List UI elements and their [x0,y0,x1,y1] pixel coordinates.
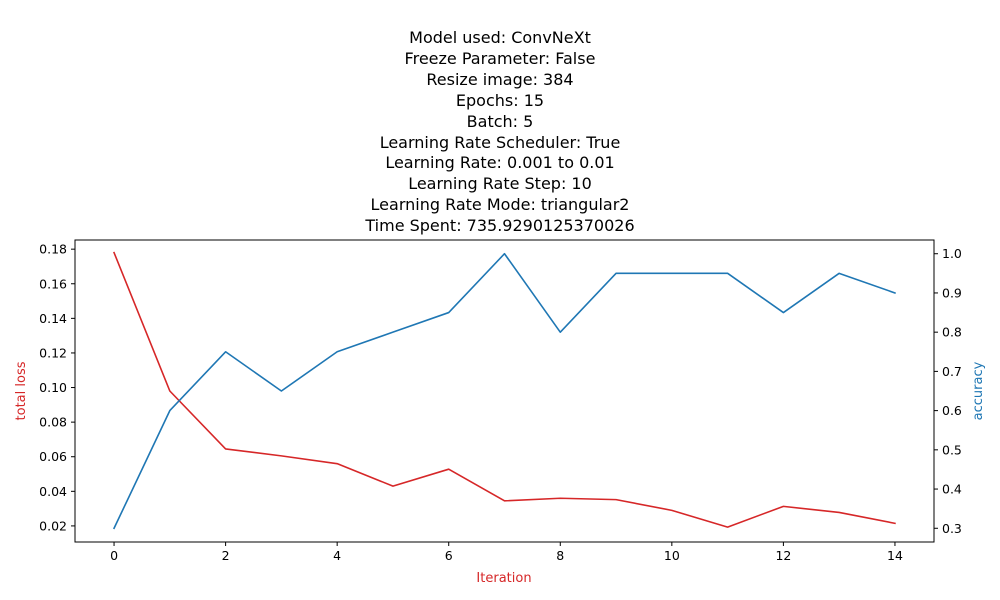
right-y-tick-label: 0.8 [942,325,962,340]
right-y-tick-label: 0.7 [942,364,962,379]
chart-title: Model used: ConvNeXt Freeze Parameter: F… [0,28,1000,237]
title-line-model: Model used: ConvNeXt [409,28,591,47]
x-tick-label: 14 [887,548,903,563]
x-tick-label: 12 [775,548,791,563]
plot-frame [74,239,935,543]
title-line-scheduler: Learning Rate Scheduler: True [379,132,621,152]
right-y-tick-label: 0.4 [942,482,962,497]
left-y-tick-label: 0.16 [39,276,67,291]
title-line-batch: Batch: 5 [466,111,534,131]
title-line-lr: Learning Rate: 0.001 to 0.01 [385,153,615,173]
x-tick-label: 8 [556,548,564,563]
left-y-axis: 0.02 0.04 0.06 0.08 0.10 0.12 0.14 0.16 0.18 [39,242,75,533]
title-line-lr-step: Learning Rate Step: 10 [408,174,592,194]
right-y-tick-label: 0.6 [942,403,962,418]
series-line-total-loss [113,251,896,528]
left-y-tick-label: 0.12 [39,345,67,360]
left-y-tick-label: 0.10 [39,380,67,395]
x-tick-label: 10 [664,548,680,563]
left-y-tick-label: 0.06 [39,449,67,464]
title-line-freeze: Freeze Parameter: False [404,48,596,68]
x-tick-label: 4 [333,548,341,563]
title-line-epochs: Epochs: 15 [455,90,545,110]
x-axis-label: Iteration [476,571,531,586]
left-y-tick-label: 0.08 [39,415,67,430]
x-tick-label: 6 [445,548,453,563]
x-tick-label: 0 [110,548,118,563]
right-y-tick-label: 0.5 [942,442,962,457]
title-line-resize: Resize image: 384 [426,69,574,89]
x-tick-label: 2 [222,548,230,563]
right-y-axis: 0.3 0.4 0.5 0.6 0.7 0.8 0.9 1.0 [934,246,962,536]
title-line-lr-mode: Learning Rate Mode: triangular2 [370,195,630,215]
left-y-axis-label: total loss [14,361,29,420]
left-y-tick-label: 0.04 [39,484,67,499]
right-y-axis-label: accuracy [971,361,986,420]
left-y-tick-label: 0.14 [39,311,67,326]
left-y-tick-label: 0.18 [39,242,67,257]
right-y-tick-label: 0.9 [942,285,962,300]
right-y-tick-label: 1.0 [942,246,962,261]
series-line-accuracy [112,252,896,530]
plot-area [74,239,935,543]
x-axis: 0 2 4 6 8 10 12 14 [110,542,903,563]
right-y-tick-label: 0.3 [942,521,962,536]
left-y-tick-label: 0.02 [39,518,67,533]
title-line-time: Time Spent: 735.9290125370026 [365,216,635,236]
